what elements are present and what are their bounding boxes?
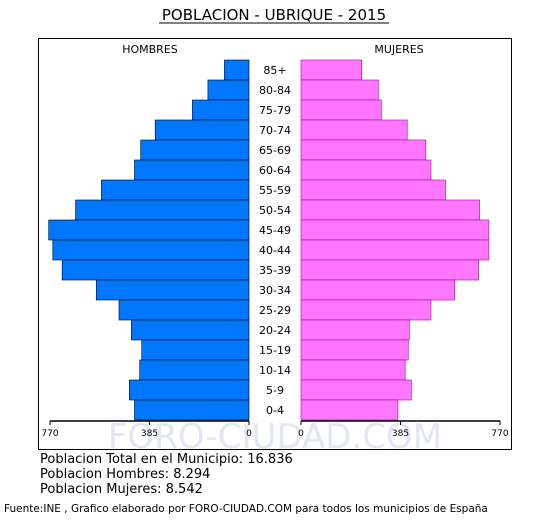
bar-hombres-10-14 [139,359,250,381]
bar-mujeres-45-49 [300,219,490,241]
age-label-85+: 85+ [263,64,286,77]
bar-mujeres-65-69 [300,139,427,161]
age-label-5-9: 5-9 [266,384,284,397]
bar-mujeres-55-59 [300,179,446,201]
bar-hombres-5-9 [129,379,250,401]
bar-hombres-40-44 [52,239,250,261]
tick-label-right-0: 0 [298,429,304,439]
bar-hombres-60-64 [134,159,250,181]
age-label-55-59: 55-59 [259,184,291,197]
age-labels: 85+ 80-84 75-79 70-74 65-69 60-64 55-59 50-54 45… [259,64,291,417]
chart-title: POBLACION - UBRIQUE - 2015 [162,6,386,24]
tick-label-left-385: 385 [141,429,158,439]
bar-hombres-75-79 [192,99,250,121]
bar-mujeres-25-29 [300,299,432,321]
bar-mujeres-40-44 [300,239,490,261]
population-pyramid-chart: POBLACION - UBRIQUE - 2015 FORO-CIUDAD.C… [38,6,512,452]
age-label-15-19: 15-19 [259,344,291,357]
stat-mujeres: Poblacion Mujeres: 8.542 [40,482,203,497]
age-label-75-79: 75-79 [259,104,291,117]
bar-hombres-85+ [224,59,250,81]
bar-mujeres-30-34 [300,279,456,301]
tick-label-left-0: 0 [246,429,252,439]
age-label-45-49: 45-49 [259,224,291,237]
bar-mujeres-0-4 [300,399,399,421]
bar-hombres-50-54 [75,199,250,221]
age-label-20-24: 20-24 [259,324,291,337]
watermark: FORO-CIUDAD.COM [108,417,442,452]
axes: 770 385 0 0 385 770 [41,420,509,439]
population-stats: Poblacion Total en el Municipio: 16.836 … [40,452,293,497]
bar-mujeres-85+ [300,59,363,81]
tick-label-right-770: 770 [491,429,508,439]
bar-hombres-15-19 [141,339,250,361]
age-label-25-29: 25-29 [259,304,291,317]
bar-mujeres-20-24 [300,319,410,341]
age-label-80-84: 80-84 [259,84,291,97]
age-label-35-39: 35-39 [259,264,291,277]
age-label-40-44: 40-44 [259,244,291,257]
bar-hombres-70-74 [154,119,250,141]
bar-hombres-35-39 [61,259,250,281]
bar-mujeres-10-14 [300,359,406,381]
age-label-0-4: 0-4 [266,404,284,417]
bars-hombres [48,59,250,421]
bar-hombres-20-24 [131,319,250,341]
bar-hombres-25-29 [118,299,250,321]
bar-hombres-0-4 [134,399,250,421]
bar-hombres-80-84 [207,79,250,101]
age-label-30-34: 30-34 [259,284,291,297]
panel-label-hombres: HOMBRES [122,43,178,56]
bar-hombres-65-69 [140,139,250,161]
bar-hombres-55-59 [101,179,250,201]
age-label-70-74: 70-74 [259,124,291,137]
source-footer: Fuente:INE , Grafico elaborado por FORO-… [4,503,488,515]
stat-total: Poblacion Total en el Municipio: 16.836 [40,452,293,467]
bar-mujeres-70-74 [300,119,408,141]
bar-mujeres-60-64 [300,159,432,181]
stat-hombres: Poblacion Hombres: 8.294 [40,467,211,482]
age-label-60-64: 60-64 [259,164,291,177]
bar-mujeres-35-39 [300,259,479,281]
bar-hombres-30-34 [95,279,250,301]
bars-mujeres [300,59,490,421]
age-label-50-54: 50-54 [259,204,291,217]
bar-mujeres-5-9 [300,379,412,401]
panel-label-mujeres: MUJERES [374,43,423,56]
bar-mujeres-75-79 [300,99,382,121]
bar-hombres-45-49 [48,219,250,241]
tick-label-left-770: 770 [41,429,58,439]
bar-mujeres-50-54 [300,199,480,221]
age-label-10-14: 10-14 [259,364,291,377]
tick-label-right-385: 385 [392,429,409,439]
bar-mujeres-80-84 [300,79,379,101]
bar-mujeres-15-19 [300,339,409,361]
age-label-65-69: 65-69 [259,144,291,157]
